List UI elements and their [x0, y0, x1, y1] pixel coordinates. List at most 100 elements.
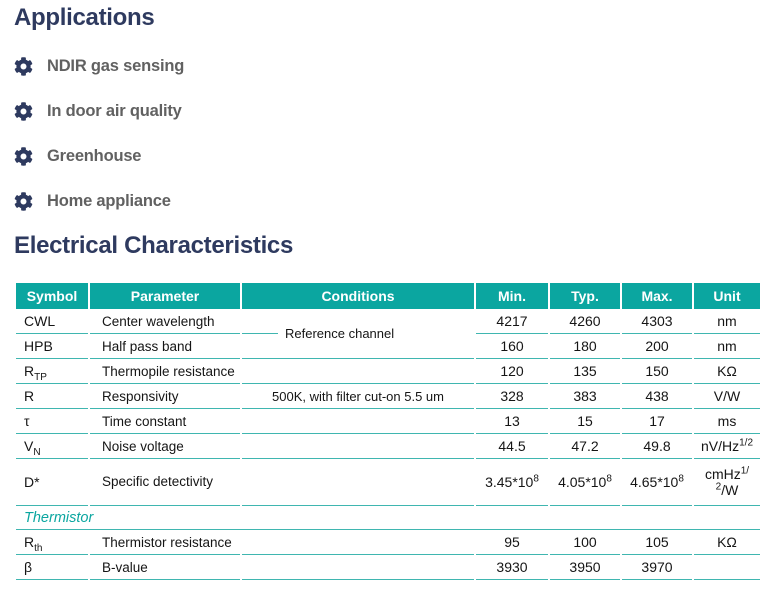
applications-list: NDIR gas sensing In door air quality Green… — [14, 52, 762, 215]
cell-max: 17 — [622, 409, 692, 434]
table-row: τ Time constant 13 15 17 ms — [16, 409, 760, 434]
cell-symbol: β — [16, 555, 88, 580]
cell-typ: 135 — [550, 359, 620, 384]
table-head-row: Symbol Parameter Conditions Min. Typ. Max. Uni… — [16, 283, 760, 309]
cell-symbol: R — [16, 384, 88, 409]
cell-typ: 4260 — [550, 309, 620, 334]
table-row: RTP Thermopile resistance 120 135 150 KΩ — [16, 359, 760, 384]
table-row: HPB Half pass band 160 180 200 nm — [16, 334, 760, 359]
cell-max: 3970 — [622, 555, 692, 580]
cell-typ: 47.2 — [550, 434, 620, 459]
column-header: Parameter — [90, 283, 240, 309]
cell-symbol: Rth — [16, 530, 88, 555]
cell-min: 4217 — [476, 309, 548, 334]
table-row: D* Specific detectivity 3.45*108 4.05*108 4.… — [16, 459, 760, 506]
application-label: In door air quality — [47, 101, 182, 120]
table-row: Rth Thermistor resistance 95 100 105 KΩ — [16, 530, 760, 555]
cell-max: 150 — [622, 359, 692, 384]
application-item: NDIR gas sensing — [14, 52, 762, 80]
column-header: Max. — [622, 283, 692, 309]
cell-max: 105 — [622, 530, 692, 555]
cell-unit: KΩ — [694, 359, 760, 384]
gear-icon — [14, 56, 33, 76]
cell-max: 4303 — [622, 309, 692, 334]
column-header: Typ. — [550, 283, 620, 309]
cell-symbol: RTP — [16, 359, 88, 384]
cell-min: 3930 — [476, 555, 548, 580]
application-label: Home appliance — [47, 191, 171, 210]
cell-conditions — [242, 459, 474, 506]
section-row: Thermistor — [16, 506, 760, 530]
electrical-characteristics-title: Electrical Characteristics — [14, 232, 294, 259]
cell-unit — [694, 555, 760, 580]
applications-title: Applications — [14, 4, 155, 31]
cell-min: 44.5 — [476, 434, 548, 459]
application-label: NDIR gas sensing — [47, 56, 185, 75]
cell-typ: 180 — [550, 334, 620, 359]
cell-conditions — [242, 530, 474, 555]
cell-typ: 4.05*108 — [550, 459, 620, 506]
cell-unit: ms — [694, 409, 760, 434]
electrical-characteristics-table: Symbol Parameter Conditions Min. Typ. Max. Uni… — [14, 283, 762, 580]
cell-max: 49.8 — [622, 434, 692, 459]
table-row: R Responsivity 500K, with filter cut-on 5.… — [16, 384, 760, 409]
cell-parameter: Half pass band — [90, 334, 240, 359]
cell-parameter: Responsivity — [90, 384, 240, 409]
table-row: CWL Center wavelength Reference channel 421… — [16, 309, 760, 359]
cell-conditions — [242, 434, 474, 459]
cell-min: 328 — [476, 384, 548, 409]
cell-typ: 15 — [550, 409, 620, 434]
cell-parameter: Time constant — [90, 409, 240, 434]
cell-conditions — [242, 555, 474, 580]
cell-typ: 383 — [550, 384, 620, 409]
cell-unit: nV/Hz1/2 — [694, 434, 760, 459]
conditions-text: Reference channel — [285, 326, 395, 341]
cell-symbol: HPB — [16, 334, 88, 359]
cell-unit: nm — [694, 334, 760, 359]
cell-conditions — [242, 359, 474, 384]
cell-conditions: 500K, with filter cut-on 5.5 um — [242, 384, 474, 409]
cell-min: 160 — [476, 334, 548, 359]
gear-icon — [14, 146, 33, 166]
cell-parameter: B-value — [90, 555, 240, 580]
cell-unit: V/W — [694, 384, 760, 409]
cell-max: 4.65*108 — [622, 459, 692, 506]
cell-symbol: τ — [16, 409, 88, 434]
column-header: Conditions — [242, 283, 474, 309]
table-row: VN Noise voltage 44.5 47.2 49.8 nV/Hz1/2 — [16, 434, 760, 459]
cell-unit: nm — [694, 309, 760, 334]
cell-parameter: Noise voltage — [90, 434, 240, 459]
column-header: Min. — [476, 283, 548, 309]
table-body: CWL Center wavelength Reference channel 421… — [16, 309, 760, 580]
cell-min: 120 — [476, 359, 548, 384]
cell-parameter: Specific detectivity — [90, 459, 240, 506]
datasheet-page: Applications NDIR gas sensing In door air… — [0, 0, 774, 580]
cell-min: 13 — [476, 409, 548, 434]
gear-icon — [14, 101, 33, 121]
gear-icon — [14, 191, 33, 211]
cell-parameter: Center wavelength — [90, 309, 240, 334]
application-label: Greenhouse — [47, 146, 142, 165]
cell-parameter: Thermistor resistance — [90, 530, 240, 555]
cell-typ: 100 — [550, 530, 620, 555]
cell-max: 200 — [622, 334, 692, 359]
application-item: Greenhouse — [14, 142, 762, 170]
column-header: Symbol — [16, 283, 88, 309]
section-label: Thermistor — [16, 506, 760, 530]
cell-symbol: VN — [16, 434, 88, 459]
table-row: β B-value 3930 3950 3970 — [16, 555, 760, 580]
cell-symbol: CWL — [16, 309, 88, 334]
cell-conditions: Reference channel — [242, 309, 474, 359]
cell-min: 3.45*108 — [476, 459, 548, 506]
cell-unit: KΩ — [694, 530, 760, 555]
cell-conditions — [242, 409, 474, 434]
column-header: Unit — [694, 283, 760, 309]
cell-unit: cmHz1/2/W — [694, 459, 760, 506]
cell-symbol: D* — [16, 459, 88, 506]
cell-typ: 3950 — [550, 555, 620, 580]
cell-min: 95 — [476, 530, 548, 555]
cell-parameter: Thermopile resistance — [90, 359, 240, 384]
application-item: In door air quality — [14, 97, 762, 125]
application-item: Home appliance — [14, 187, 762, 215]
cell-max: 438 — [622, 384, 692, 409]
